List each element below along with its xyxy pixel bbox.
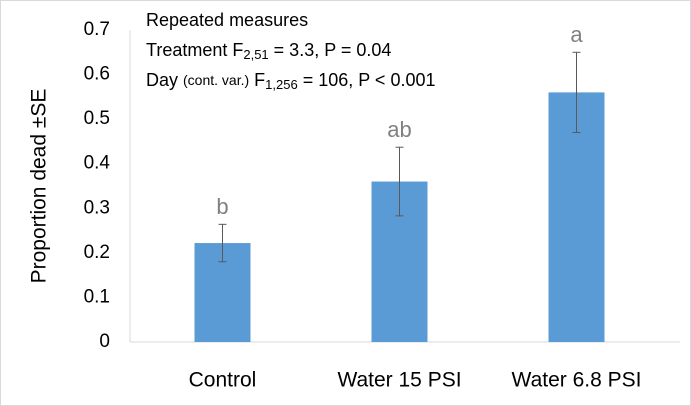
annotation-part: (cont. var.): [183, 72, 249, 88]
annotation: Treatment F2,51 = 3.3, P = 0.04: [146, 40, 391, 63]
error-bar: [218, 223, 227, 263]
y-tick-label: 0.2: [84, 242, 110, 263]
error-bar: [572, 51, 581, 134]
annotation-part: 1,256: [265, 77, 298, 92]
x-tick-label: Water 15 PSI: [337, 369, 461, 392]
y-tick-label: 0.3: [84, 197, 110, 218]
annotation-part: F: [249, 70, 265, 90]
error-bar: [395, 146, 404, 217]
annotation: Day (cont. var.) F1,256 = 106, P < 0.001: [146, 70, 436, 93]
significance-letter: b: [216, 194, 228, 219]
y-tick-label: 0: [99, 331, 110, 352]
annotation-part: Day: [146, 70, 183, 90]
y-tick-label: 0.1: [84, 286, 110, 307]
x-tick-label: Control: [189, 369, 257, 392]
significance-letter: a: [570, 22, 583, 47]
annotation-part: Repeated measures: [146, 10, 308, 30]
y-axis-label: Proportion dead ±SE: [28, 89, 51, 284]
annotation-part: 2,51: [243, 47, 268, 62]
annotation-part: = 106, P < 0.001: [298, 70, 436, 90]
x-tick-label: Water 6.8 PSI: [512, 369, 642, 392]
y-tick-label: 0.4: [84, 153, 111, 174]
annotation-part: Treatment F: [146, 40, 243, 60]
significance-letter: ab: [387, 117, 411, 142]
bar: [548, 92, 605, 343]
y-tick-label: 0.6: [84, 64, 110, 85]
y-tick-label: 0.7: [84, 19, 110, 40]
annotation-part: = 3.3, P = 0.04: [269, 40, 392, 60]
annotation: Repeated measures: [146, 10, 308, 30]
y-tick-label: 0.5: [84, 108, 110, 129]
